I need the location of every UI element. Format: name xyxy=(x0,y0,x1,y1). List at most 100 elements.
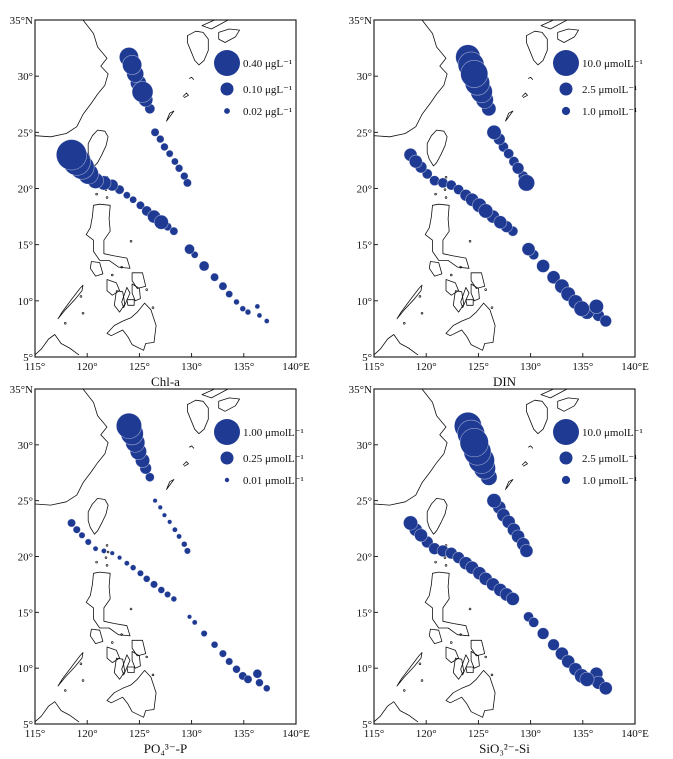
coast-okinawa xyxy=(166,110,175,122)
station-dot xyxy=(536,259,550,273)
station-dot xyxy=(503,148,515,160)
island xyxy=(403,322,406,325)
y-tick-label: 35°N xyxy=(349,384,372,396)
station-dot xyxy=(164,590,172,598)
island xyxy=(105,196,109,199)
coastline xyxy=(374,20,579,356)
map-panel-si: 115° 120° 125° 130° 135° 140°E 5° 10° 15° 20° 25° 3… xyxy=(349,384,649,756)
coast-bohol xyxy=(126,299,135,306)
station-dot xyxy=(165,149,174,158)
legend-label: 2.5 μmolL⁻¹ xyxy=(582,453,637,465)
station-dot xyxy=(150,580,158,589)
x-tick-label: 140°E xyxy=(621,361,649,373)
coastline xyxy=(374,389,579,723)
station-dot xyxy=(198,260,210,272)
coast-koshiki xyxy=(528,445,534,449)
island xyxy=(434,560,437,564)
island xyxy=(434,192,437,196)
y-tick-label: 15° xyxy=(357,607,372,619)
legend: 10.0 μmolL⁻¹ 2.5 μmolL⁻¹ 1.0 μmolL⁻¹ xyxy=(553,50,643,118)
coast-mindoro xyxy=(89,261,104,277)
coast-panay xyxy=(445,646,459,663)
coast-honshu xyxy=(540,20,568,30)
island xyxy=(420,679,424,682)
station-dot xyxy=(153,214,169,230)
station-dot xyxy=(171,157,179,166)
island xyxy=(418,662,422,665)
coast-borneo xyxy=(374,334,419,356)
station-dot xyxy=(579,671,595,687)
coast-shikoku xyxy=(557,28,579,43)
y-tick-label: 35°N xyxy=(349,15,372,27)
y-tick-label: 35°N xyxy=(10,15,33,27)
x-tick-label: 140°E xyxy=(621,728,649,740)
station-dot xyxy=(218,281,228,291)
legend-label: 0.02 μgL⁻¹ xyxy=(243,106,292,118)
coast-okinawa xyxy=(166,479,175,490)
station-dot xyxy=(254,303,261,310)
coast-honshu xyxy=(201,20,229,30)
coast-samar xyxy=(131,639,147,657)
island xyxy=(420,311,424,315)
station-dot xyxy=(414,528,428,543)
x-tick-label: 140°E xyxy=(282,361,310,373)
coast-cebu xyxy=(121,287,131,308)
legend-label: 1.0 μmolL⁻¹ xyxy=(582,106,637,118)
station-dot xyxy=(142,575,151,583)
coast-kyushu xyxy=(187,30,209,66)
station-dot xyxy=(478,203,494,219)
island xyxy=(95,192,98,196)
island xyxy=(104,556,108,559)
legend-swatch xyxy=(561,475,571,485)
legend-swatch xyxy=(224,477,230,483)
coast-taiwan xyxy=(426,498,448,535)
island xyxy=(468,240,472,243)
coast-cebu xyxy=(460,654,470,676)
x-tick-label: 120° xyxy=(77,361,98,373)
island xyxy=(120,265,123,269)
x-tick-label: 120° xyxy=(77,728,98,740)
coast-mindoro xyxy=(89,628,104,644)
y-tick-label: 10° xyxy=(357,296,372,308)
y-tick-label: 30° xyxy=(357,71,372,83)
station-dot xyxy=(109,550,115,556)
coast-luzon xyxy=(85,203,131,269)
station-dot xyxy=(161,512,168,518)
island xyxy=(484,655,487,659)
x-tick-label: 135° xyxy=(572,361,593,373)
station-dot xyxy=(129,195,137,204)
island xyxy=(443,188,447,191)
station-dot xyxy=(573,300,590,317)
island xyxy=(459,633,462,636)
legend-swatch xyxy=(559,451,573,465)
station-dot xyxy=(84,538,92,546)
map-panel-din: 115° 120° 125° 130° 135° 140°E 5° 10° 15° 20° 25° 3… xyxy=(349,15,649,389)
station-dots xyxy=(56,47,270,324)
y-tick-label: 25° xyxy=(18,496,33,508)
coast-palawan xyxy=(396,652,423,687)
station-dots xyxy=(403,44,612,328)
x-tick-label: 130° xyxy=(520,361,541,373)
x-tick-label: 125° xyxy=(468,361,489,373)
coast-kyushu xyxy=(526,30,548,66)
x-tick-label: 135° xyxy=(233,728,254,740)
coast-china xyxy=(35,20,109,138)
legend-swatch xyxy=(553,50,579,76)
coast-samar xyxy=(470,639,486,657)
station-dot xyxy=(244,308,252,316)
station-dot xyxy=(486,493,502,509)
island xyxy=(145,288,148,291)
station-dot xyxy=(56,139,88,171)
legend-swatch xyxy=(224,108,230,114)
coast-samar xyxy=(470,272,486,289)
station-dot xyxy=(136,569,144,577)
coast-leyte xyxy=(470,651,480,669)
station-dot xyxy=(517,174,535,192)
station-dot xyxy=(519,544,534,558)
y-tick-label: 5° xyxy=(362,352,372,364)
coast-okinawa xyxy=(505,479,514,490)
y-tick-label: 10° xyxy=(18,663,33,675)
island xyxy=(95,560,98,564)
panel-title: Chl-a xyxy=(151,374,180,389)
